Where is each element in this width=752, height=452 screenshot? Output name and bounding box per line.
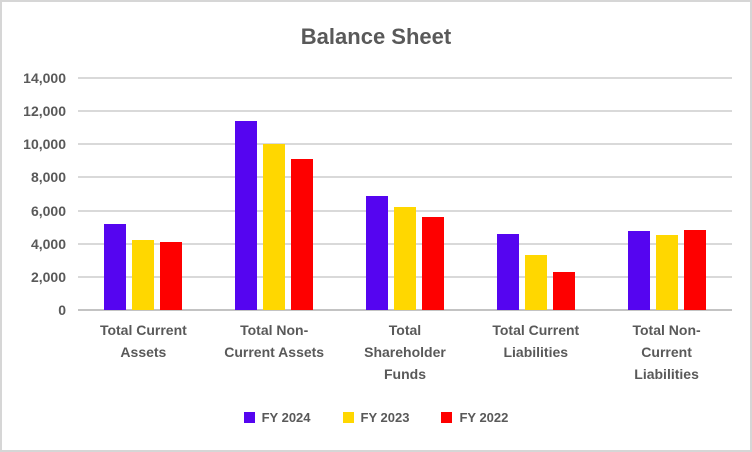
bar-fy-2024[interactable] <box>627 231 650 310</box>
bar-fy-2022[interactable] <box>552 271 575 310</box>
gridline <box>78 110 732 113</box>
y-axis-tick-label: 8,000 <box>30 169 66 186</box>
bar-fy-2022[interactable] <box>291 159 314 310</box>
legend-item-fy-2024[interactable]: FY 2024 <box>243 410 311 425</box>
bar-fy-2022[interactable] <box>421 217 444 310</box>
legend-item-fy-2023[interactable]: FY 2023 <box>342 410 410 425</box>
bar-fy-2022[interactable] <box>683 229 706 310</box>
y-axis: 0 2,000 4,000 6,000 8,000 10,000 12,000 14,000 <box>2 70 70 318</box>
y-axis-tick-label: 4,000 <box>30 235 66 252</box>
gridline <box>78 77 732 79</box>
gridline <box>78 143 732 146</box>
legend-label: FY 2022 <box>459 410 509 425</box>
bar-fy-2022[interactable] <box>160 242 183 310</box>
y-axis-tick-label: 12,000 <box>23 103 66 120</box>
legend-swatch-icon <box>441 412 453 423</box>
bar-fy-2023[interactable] <box>524 255 547 310</box>
legend-label: FY 2023 <box>360 410 410 425</box>
y-axis-tick-label: 6,000 <box>30 202 66 219</box>
y-axis-tick-label: 2,000 <box>30 268 66 285</box>
x-axis-category-label: Total Non-Current Assets <box>224 322 325 360</box>
gridline <box>78 309 732 311</box>
chart-title: Balance Sheet <box>300 24 452 49</box>
legend-swatch-icon <box>342 412 354 423</box>
legend: FY 2024 FY 2023 FY 2022 <box>2 410 750 425</box>
bar-fy-2024[interactable] <box>496 233 519 310</box>
x-axis-category-label: Total Non-Current Liabilities <box>632 322 701 382</box>
bar-group <box>470 78 601 310</box>
bar-groups <box>78 78 732 310</box>
bar-fy-2024[interactable] <box>365 195 388 310</box>
legend-label: FY 2024 <box>261 410 311 425</box>
bar-group <box>340 78 471 310</box>
x-axis-labels: Total Current Assets Total Non-Current As… <box>78 319 732 385</box>
bar-fy-2024[interactable] <box>104 223 127 310</box>
bar-fy-2023[interactable] <box>655 235 678 310</box>
x-axis-category-label: Total Current Assets <box>99 322 187 360</box>
legend-swatch-icon <box>243 412 255 423</box>
x-axis-category-label: Total Shareholder Funds <box>364 322 446 382</box>
bar-group <box>78 78 209 310</box>
bar-fy-2023[interactable] <box>263 144 286 310</box>
bar-fy-2024[interactable] <box>235 121 258 310</box>
y-axis-tick-label: 0 <box>58 302 66 318</box>
gridline <box>78 176 732 179</box>
y-axis-tick-label: 10,000 <box>23 136 66 153</box>
legend-item-fy-2022[interactable]: FY 2022 <box>441 410 508 425</box>
bar-group <box>601 78 732 310</box>
x-axis-category-label: Total Current Liabilities <box>492 322 580 360</box>
bar-group <box>209 78 340 310</box>
bar-fy-2023[interactable] <box>132 239 155 310</box>
bar-fy-2023[interactable] <box>393 207 416 310</box>
y-axis-tick-label: 14,000 <box>23 70 66 86</box>
